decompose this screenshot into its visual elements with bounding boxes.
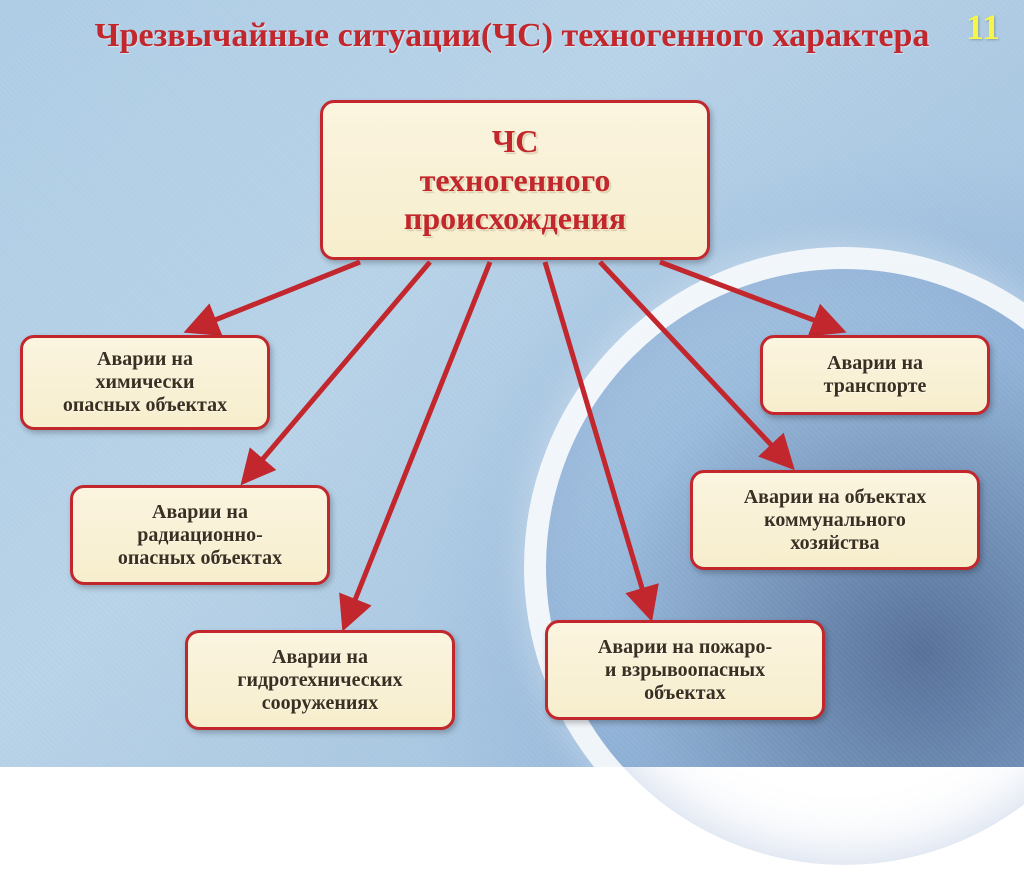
leaf-chem: Аварии нахимическиопасных объектах — [20, 335, 270, 430]
leaf-fire: Аварии на пожаро-и взрывоопасныхобъектах — [545, 620, 825, 720]
root-node: ЧСтехногенногопроисхождения — [320, 100, 710, 260]
leaf-komm: Аварии на объектахкоммунальногохозяйства — [690, 470, 980, 570]
leaf-trans: Аварии натранспорте — [760, 335, 990, 415]
leaf-rad: Аварии нарадиационно-опасных объектах — [70, 485, 330, 585]
leaf-gidro: Аварии нагидротехническихсооружениях — [185, 630, 455, 730]
slide-title: Чрезвычайные ситуации(ЧС) техногенного х… — [0, 16, 1024, 55]
